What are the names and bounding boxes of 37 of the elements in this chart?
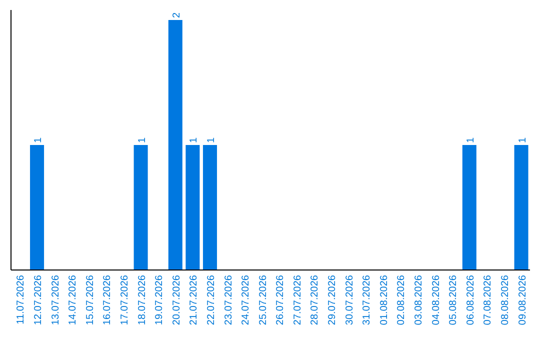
x-tick-label: 21.07.2026 [188, 274, 200, 326]
x-tick-label: 03.08.2026 [414, 274, 424, 326]
x-tick-label: 22.07.2026 [206, 274, 217, 326]
x-tick-label: 09.08.2026 [517, 274, 528, 326]
data-label: 1 [517, 137, 528, 143]
x-tick-label: 02.08.2026 [396, 274, 408, 326]
x-tick-label: 25.07.2026 [258, 274, 269, 326]
x-tick-label: 27.07.2026 [292, 274, 304, 326]
x-tick-label: 04.08.2026 [430, 274, 442, 326]
x-tick-label: 31.07.2026 [362, 274, 373, 326]
data-label: 1 [206, 137, 217, 143]
x-tick-label: 12.07.2026 [33, 274, 44, 326]
x-tick-label: 17.07.2026 [120, 274, 130, 326]
x-tick-label: 29.07.2026 [327, 274, 338, 326]
x-tick-label: 18.07.2026 [136, 274, 148, 326]
x-tick-label: 05.08.2026 [448, 274, 460, 326]
data-label: 1 [136, 137, 148, 143]
x-tick-label: 15.07.2026 [84, 274, 96, 326]
x-tick-label: 20.07.2026 [171, 274, 182, 326]
x-tick-label: 19.07.2026 [154, 274, 166, 326]
x-tick-label: 23.07.2026 [223, 274, 234, 326]
data-label: 1 [465, 137, 476, 143]
x-tick-label: 08.08.2026 [500, 274, 511, 326]
data-label: 2 [171, 12, 182, 18]
x-tick-label: 30.07.2026 [344, 274, 356, 326]
data-label: 1 [188, 137, 200, 143]
x-tick-label: 24.07.2026 [240, 274, 252, 326]
x-tick-label: 07.08.2026 [482, 274, 494, 326]
x-tick-label: 28.07.2026 [310, 274, 321, 326]
x-tick-label: 14.07.2026 [68, 274, 79, 326]
x-tick-label: 13.07.2026 [50, 274, 62, 326]
x-tick-label: 26.07.2026 [275, 274, 286, 326]
x-tick-label: 11.07.2026 [16, 274, 27, 324]
x-tick-label: 06.08.2026 [465, 274, 476, 326]
x-tick-label: 16.07.2026 [102, 274, 114, 326]
data-label: 1 [33, 137, 44, 143]
x-tick-label: 01.08.2026 [378, 274, 390, 326]
